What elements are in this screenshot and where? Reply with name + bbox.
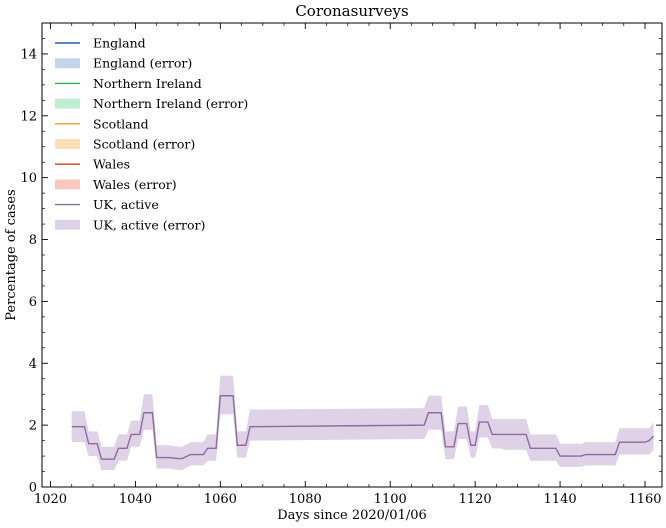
legend-label-northern-ireland-error: Northern Ireland (error) bbox=[93, 96, 248, 111]
legend-label-england-error: England (error) bbox=[93, 56, 192, 71]
legend-swatch-wales-error bbox=[55, 179, 80, 190]
x-tick-label: 1100 bbox=[374, 492, 407, 507]
y-axis-ticks: 0 2 4 6 8 10 12 14 bbox=[20, 38, 662, 496]
series-lines bbox=[71, 395, 655, 460]
x-tick-label: 1040 bbox=[119, 492, 152, 507]
y-tick-label: 4 bbox=[29, 357, 37, 372]
x-tick-label: 1020 bbox=[34, 492, 67, 507]
legend-swatch-northern-ireland-error bbox=[55, 98, 80, 109]
legend-label-uk-active: UK, active bbox=[93, 197, 159, 212]
error-bands bbox=[71, 375, 654, 470]
y-tick-label: 0 bbox=[29, 481, 37, 496]
y-tick-label: 6 bbox=[29, 295, 37, 310]
legend-label-scotland: Scotland bbox=[93, 116, 149, 131]
x-axis-label: Days since 2020/01/06 bbox=[277, 508, 427, 523]
x-tick-label: 1160 bbox=[628, 492, 661, 507]
legend: England England (error) Northern Ireland No… bbox=[55, 36, 248, 232]
legend-swatch-scotland-error bbox=[55, 139, 80, 149]
legend-label-wales: Wales bbox=[93, 157, 130, 172]
y-tick-label: 8 bbox=[29, 233, 37, 248]
x-tick-label: 1120 bbox=[459, 492, 492, 507]
legend-label-uk-active-error: UK, active (error) bbox=[93, 217, 205, 232]
legend-swatch-uk-active-error bbox=[55, 219, 80, 230]
legend-label-england: England bbox=[93, 36, 146, 51]
y-axis-label: Percentage of cases bbox=[4, 189, 19, 320]
x-tick-label: 1060 bbox=[204, 492, 237, 507]
chart-title: Coronasurveys bbox=[295, 2, 408, 20]
error-band-uk-active bbox=[71, 375, 654, 470]
legend-label-northern-ireland: Northern Ireland bbox=[93, 76, 202, 91]
legend-label-wales-error: Wales (error) bbox=[93, 177, 177, 192]
x-tick-label: 1080 bbox=[289, 492, 322, 507]
y-tick-label: 12 bbox=[20, 109, 37, 124]
y-tick-label: 14 bbox=[20, 47, 37, 62]
y-tick-label: 10 bbox=[20, 171, 37, 186]
legend-swatch-england-error bbox=[55, 58, 80, 69]
series-line-uk-active bbox=[71, 395, 655, 460]
x-tick-label: 1140 bbox=[544, 492, 577, 507]
y-tick-label: 2 bbox=[29, 419, 37, 434]
legend-label-scotland-error: Scotland (error) bbox=[93, 137, 195, 152]
x-axis-ticks: 1020 1040 1060 1080 1100 1120 1140 1160 bbox=[34, 23, 662, 507]
